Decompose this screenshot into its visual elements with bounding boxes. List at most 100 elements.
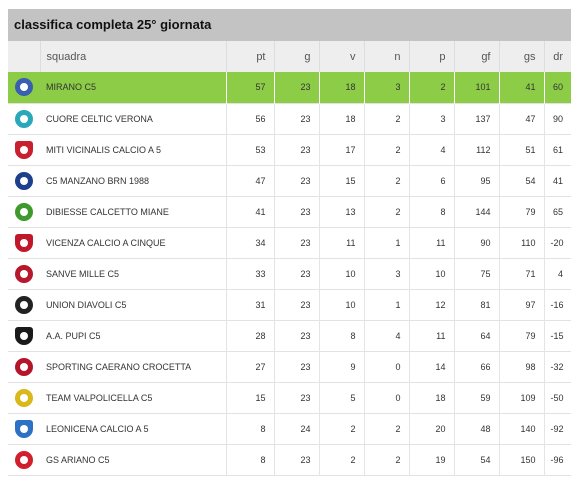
stat-gs: 47: [498, 103, 544, 134]
table-row[interactable]: SANVE MILLE C5 33 23 10 3 10 75 71 4: [8, 258, 571, 289]
stat-n: 0: [363, 382, 409, 413]
sanve-mille-logo-icon: [15, 264, 33, 283]
header-v: v: [318, 41, 364, 72]
stat-dr: -15: [543, 320, 571, 351]
team-logo-cell: [8, 320, 40, 351]
stat-v: 18: [318, 72, 364, 103]
table-row[interactable]: A.A. PUPI C5 28 23 8 4 11 64 79 -15: [8, 320, 571, 351]
team-logo-cell: [8, 413, 40, 444]
stat-g: 23: [273, 320, 319, 351]
stat-pt: 28: [225, 320, 274, 351]
dibiesse-miane-logo-icon: [15, 202, 33, 221]
table-row[interactable]: UNION DIAVOLI C5 31 23 10 1 12 81 97 -16: [8, 289, 571, 320]
vicenza-c5-logo-icon: [15, 233, 33, 252]
stat-g: 23: [273, 196, 319, 227]
stat-p: 2: [408, 72, 454, 103]
stat-p: 11: [408, 227, 454, 258]
table-row[interactable]: GS ARIANO C5 8 23 2 2 19 54 150 -96: [8, 444, 571, 475]
aa-pupi-logo-icon: [15, 326, 33, 345]
stat-v: 15: [318, 165, 364, 196]
header-logo: [8, 41, 40, 72]
stat-pt: 8: [225, 444, 274, 475]
stat-p: 10: [408, 258, 454, 289]
union-diavoli-logo-icon: [15, 295, 33, 314]
stat-dr: -96: [543, 444, 571, 475]
stat-gs: 71: [498, 258, 544, 289]
stat-g: 23: [273, 351, 319, 382]
stat-n: 3: [363, 72, 409, 103]
table-row[interactable]: TEAM VALPOLICELLA C5 15 23 5 0 18 59 109 -50: [8, 382, 571, 413]
stat-dr: 90: [543, 103, 571, 134]
header-g: g: [273, 41, 319, 72]
table-row[interactable]: MIRANO C5 57 23 18 3 2 101 41 60: [8, 72, 571, 103]
stat-p: 20: [408, 413, 454, 444]
stat-gf: 64: [453, 320, 499, 351]
stat-p: 11: [408, 320, 454, 351]
header-pt: pt: [225, 41, 274, 72]
stat-p: 14: [408, 351, 454, 382]
header-team: squadra: [39, 41, 226, 72]
stat-v: 8: [318, 320, 364, 351]
stat-dr: -50: [543, 382, 571, 413]
sporting-caerano-logo-icon: [15, 357, 33, 376]
table-row[interactable]: MITI VICINALIS CALCIO A 5 53 23 17 2 4 112 51 61: [8, 134, 571, 165]
stat-n: 0: [363, 351, 409, 382]
table-row[interactable]: SPORTING CAERANO CROCETTA 27 23 9 0 14 66 98 -32: [8, 351, 571, 382]
stat-gf: 59: [453, 382, 499, 413]
team-name[interactable]: A.A. PUPI C5: [46, 330, 101, 341]
table-row[interactable]: CUORE CELTIC VERONA 56 23 18 2 3 137 47 90: [8, 103, 571, 134]
stat-dr: -32: [543, 351, 571, 382]
header-gs: gs: [498, 41, 544, 72]
stat-gf: 54: [453, 444, 499, 475]
stat-n: 3: [363, 258, 409, 289]
stat-p: 18: [408, 382, 454, 413]
stat-gf: 101: [453, 72, 499, 103]
team-name[interactable]: VICENZA CALCIO A CINQUE: [46, 237, 166, 248]
team-logo-cell: [8, 444, 40, 475]
header-p: p: [408, 41, 454, 72]
stat-v: 5: [318, 382, 364, 413]
stat-gf: 95: [453, 165, 499, 196]
stat-gs: 109: [498, 382, 544, 413]
stat-n: 2: [363, 134, 409, 165]
team-name[interactable]: MIRANO C5: [46, 82, 97, 93]
team-name[interactable]: UNION DIAVOLI C5: [46, 299, 127, 310]
stat-gf: 81: [453, 289, 499, 320]
stat-v: 11: [318, 227, 364, 258]
stat-n: 1: [363, 289, 409, 320]
stat-gs: 51: [498, 134, 544, 165]
stat-gs: 140: [498, 413, 544, 444]
team-name[interactable]: DIBIESSE CALCETTO MIANE: [46, 206, 169, 217]
team-name[interactable]: LEONICENA CALCIO A 5: [46, 423, 149, 434]
stat-dr: -20: [543, 227, 571, 258]
team-valpolicella-logo-icon: [15, 388, 33, 407]
gs-ariano-logo-icon: [15, 450, 33, 469]
team-name[interactable]: C5 MANZANO BRN 1988: [46, 175, 150, 186]
stat-n: 2: [363, 444, 409, 475]
team-name[interactable]: SPORTING CAERANO CROCETTA: [46, 361, 192, 372]
stat-g: 23: [273, 103, 319, 134]
table-row[interactable]: LEONICENA CALCIO A 5 8 24 2 2 20 48 140 -92: [8, 413, 571, 444]
stat-n: 2: [363, 196, 409, 227]
stat-p: 19: [408, 444, 454, 475]
stat-gs: 79: [498, 320, 544, 351]
team-name[interactable]: TEAM VALPOLICELLA C5: [46, 392, 153, 403]
table-row[interactable]: DIBIESSE CALCETTO MIANE 41 23 13 2 8 144 79 65: [8, 196, 571, 227]
stat-dr: 4: [543, 258, 571, 289]
team-name[interactable]: CUORE CELTIC VERONA: [46, 113, 153, 124]
cuore-celtic-verona-logo-icon: [15, 109, 33, 128]
stat-gf: 112: [453, 134, 499, 165]
stat-n: 4: [363, 320, 409, 351]
team-logo-cell: [8, 382, 40, 413]
table-row[interactable]: C5 MANZANO BRN 1988 47 23 15 2 6 95 54 41: [8, 165, 571, 196]
team-logo-cell: [8, 258, 40, 289]
stat-n: 2: [363, 413, 409, 444]
stat-dr: -92: [543, 413, 571, 444]
team-name[interactable]: SANVE MILLE C5: [46, 268, 120, 279]
stat-g: 23: [273, 134, 319, 165]
stat-dr: 60: [543, 72, 571, 103]
table-row[interactable]: VICENZA CALCIO A CINQUE 34 23 11 1 11 90 110 -20: [8, 227, 571, 258]
team-name[interactable]: MITI VICINALIS CALCIO A 5: [46, 144, 162, 155]
stat-n: 1: [363, 227, 409, 258]
team-name[interactable]: GS ARIANO C5: [46, 454, 110, 465]
